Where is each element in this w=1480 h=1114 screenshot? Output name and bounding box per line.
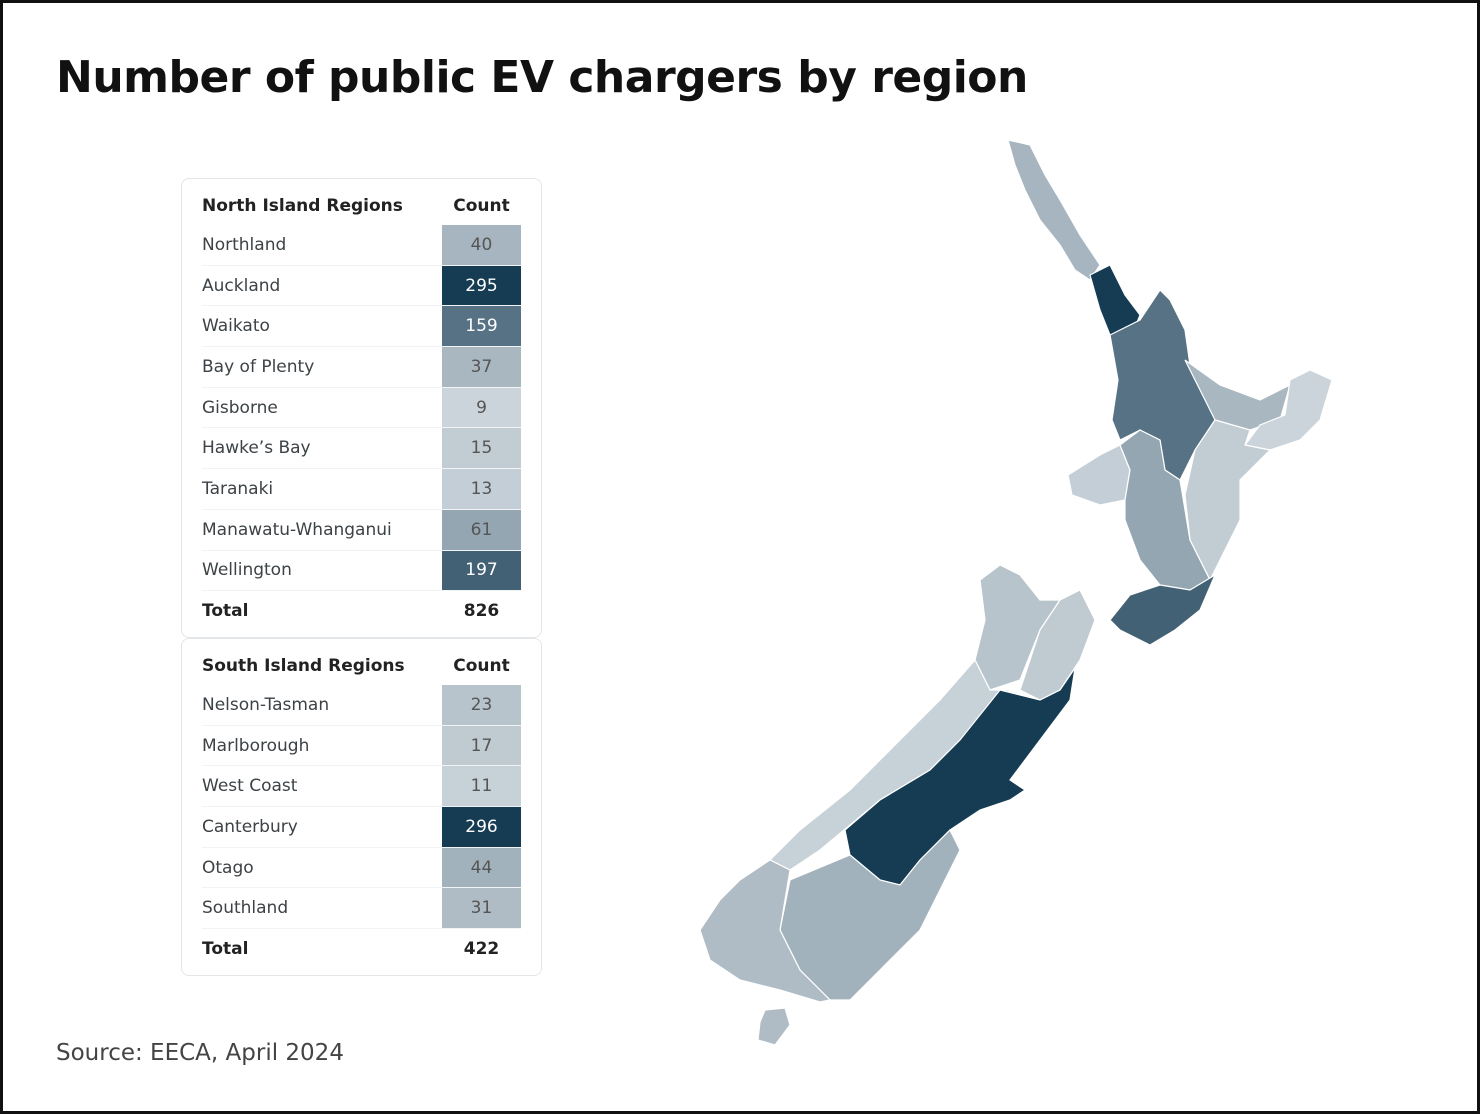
region-name: Taranaki (202, 478, 274, 499)
source: Source: EECA, April 2024 (56, 1040, 344, 1066)
count-cell: 159 (442, 306, 521, 347)
row: Taranaki 13 (202, 469, 521, 510)
row: Hawke’s Bay 15 (202, 428, 521, 470)
region (1007, 139, 1101, 281)
row: Waikato 159 (202, 306, 521, 348)
region (1243, 369, 1333, 451)
region (1109, 573, 1217, 646)
region-name: Auckland (202, 275, 281, 296)
region-name: Northland (202, 234, 287, 255)
region-name: Manawatu-Whanganui (202, 519, 392, 540)
count-cell: 15 (442, 428, 521, 469)
header-cell: Count (453, 656, 510, 676)
row: Northland 40 (202, 225, 521, 266)
count-cell: 296 (442, 807, 521, 847)
region-name: Hawke’s Bay (202, 438, 311, 459)
row: Canterbury 296 (202, 807, 521, 848)
header-cell: Count (453, 196, 510, 216)
region-name: Marlborough (202, 735, 310, 756)
count-cell: 31 (442, 888, 521, 929)
region (1019, 589, 1096, 701)
count-cell: 197 (442, 550, 521, 591)
region-name: Waikato (202, 316, 270, 337)
count-cell: 40 (442, 225, 521, 265)
region (844, 667, 1076, 886)
total-row: Total 422 (202, 929, 521, 969)
south-table: South Island Regions Count Nelson-Tasman 23… (181, 638, 542, 976)
row: Auckland 295 (202, 265, 521, 307)
region-name: Southland (202, 898, 289, 919)
total-value: 826 (463, 601, 500, 622)
count-cell: 9 (442, 387, 521, 428)
count-cell: 11 (442, 766, 521, 807)
header-cell: North Island Regions (202, 196, 403, 216)
title: Number of public EV chargers by region (56, 52, 1028, 103)
row: Bay of Plenty 37 (202, 347, 521, 388)
row: Gisborne 9 (202, 387, 521, 429)
region-name: Canterbury (202, 816, 298, 837)
count-cell: 13 (442, 469, 521, 509)
region-name: Nelson-Tasman (202, 694, 330, 715)
row: Wellington 197 (202, 550, 521, 592)
total-value: 422 (463, 938, 500, 959)
count-cell: 37 (442, 347, 521, 387)
header-row: North Island Regions Count (202, 187, 521, 225)
count-cell: 17 (442, 725, 521, 766)
count-cell: 61 (442, 509, 521, 550)
count-cell: 295 (442, 265, 521, 306)
header-cell: South Island Regions (202, 656, 405, 676)
total-label: Total (202, 601, 249, 622)
count-cell: 23 (442, 685, 521, 725)
region-name: Wellington (202, 560, 292, 581)
row: Southland 31 (202, 888, 521, 930)
row: Nelson-Tasman 23 (202, 685, 521, 726)
count-cell: 44 (442, 847, 521, 888)
region (1067, 444, 1131, 506)
header-row: South Island Regions Count (202, 647, 521, 685)
region-name: Otago (202, 857, 254, 878)
row: Manawatu-Whanganui 61 (202, 509, 521, 551)
region-name: West Coast (202, 776, 298, 797)
row: West Coast 11 (202, 766, 521, 808)
row: Otago 44 (202, 847, 521, 889)
row: Marlborough 17 (202, 725, 521, 767)
region-name: Gisborne (202, 397, 278, 418)
total-label: Total (202, 938, 249, 959)
north-table: North Island Regions Count Northland 40 Auck… (181, 178, 542, 638)
total-row: Total 826 (202, 591, 521, 631)
region-name: Bay of Plenty (202, 356, 315, 377)
region (699, 859, 832, 1046)
